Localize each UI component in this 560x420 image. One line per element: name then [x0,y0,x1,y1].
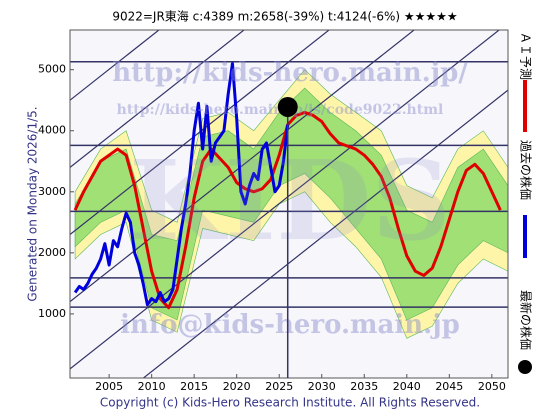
watermark-mail: info@kids-hero.main.jp [120,310,460,340]
x-tick-label: 2015 [180,380,208,393]
x-tick-label: 2045 [435,380,463,393]
plot-frame [69,29,509,379]
legend-label: 過去の株価 [519,140,534,200]
watermark-url: http://kids-hero.main.jp/ [112,58,468,88]
trend-line [70,30,330,235]
generated-note: Generated on Monday 2026/1/5. [26,106,40,301]
trend-line [70,30,245,168]
trend-line [70,30,501,370]
series-line [73,62,290,307]
legend-label: ＡＩ予測 [519,32,533,80]
watermarks: http://kids-hero.main.jp/ http://kids-he… [112,58,468,340]
x-tick-label: 2005 [95,380,123,393]
y-tick-label: 3000 [38,185,66,198]
x-tick-label: 2025 [265,380,293,393]
chart-title: 9022=JR東海 c:4389 m:2658(-39%) t:4124(-6%… [112,9,457,24]
y-tick-label: 4000 [38,124,66,137]
trend-line [70,30,416,303]
x-tick-label: 2030 [308,380,336,393]
series-line [73,110,502,310]
trend-line [142,89,508,378]
y-tick-label: 5000 [38,63,66,76]
x-tick-label: 2010 [138,380,166,393]
latest-price [277,96,298,117]
x-tick-label: 2040 [393,380,421,393]
watermark-logo: KIDS [129,136,451,265]
y-tick-label: 1000 [38,307,66,320]
x-tick-label: 2020 [223,380,251,393]
footer: Copyright (c) Kids-Hero Research Institu… [100,396,480,410]
x-tick-label: 2035 [350,380,378,393]
legend-label: 最新の株価 [519,290,534,350]
trend-line [70,30,160,101]
legend-swatch [518,360,532,374]
plot-area [70,30,508,378]
y-tick-label: 2000 [38,246,66,259]
x-tick-label: 2050 [478,380,506,393]
